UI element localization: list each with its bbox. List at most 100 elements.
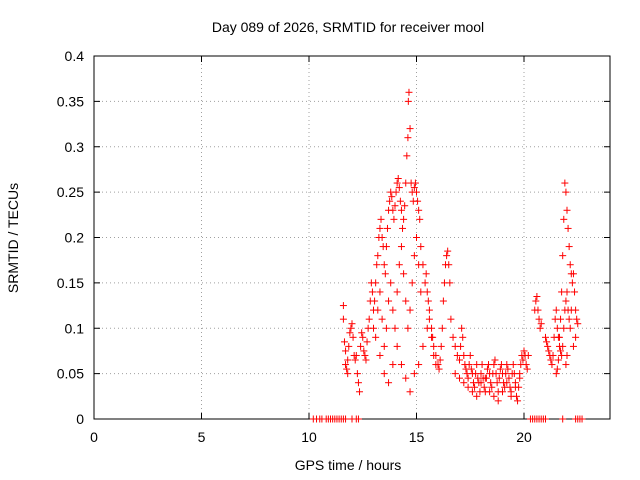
data-point — [505, 374, 513, 382]
data-point — [543, 338, 551, 346]
data-point — [349, 333, 357, 341]
data-point — [348, 320, 356, 328]
data-point — [490, 392, 498, 400]
y-tick-label: 0.25 — [57, 184, 84, 200]
data-point — [464, 383, 472, 391]
data-point — [466, 351, 474, 359]
data-point — [438, 324, 446, 332]
data-point — [487, 379, 495, 387]
data-point — [388, 193, 396, 201]
data-point — [362, 356, 370, 364]
data-point — [459, 333, 467, 341]
data-point — [572, 306, 580, 314]
data-point — [380, 342, 388, 350]
axis-ticks: 0 5 10 15 20 0 0.05 0.1 0.15 0.2 0.25 0.3 0.35 0.4 — [57, 48, 610, 445]
data-point — [565, 315, 573, 323]
data-point — [342, 347, 350, 355]
data-point — [486, 388, 494, 396]
data-point — [495, 374, 503, 382]
data-point — [561, 179, 569, 187]
data-point — [562, 297, 570, 305]
data-point — [449, 333, 457, 341]
data-point — [404, 324, 412, 332]
data-point — [422, 270, 430, 278]
data-point — [563, 206, 571, 214]
data-point — [471, 383, 479, 391]
data-point — [494, 397, 502, 405]
data-point — [391, 202, 399, 210]
data-point — [374, 252, 382, 260]
data-point — [519, 356, 527, 364]
data-point — [425, 315, 433, 323]
data-point — [560, 215, 568, 223]
data-point — [483, 365, 491, 373]
data-point — [425, 306, 433, 314]
data-point — [415, 361, 423, 369]
data-point — [421, 279, 429, 287]
data-point — [467, 365, 475, 373]
data-point — [413, 188, 420, 196]
data-point — [389, 361, 397, 369]
data-point — [360, 347, 368, 355]
data-point — [345, 342, 353, 350]
data-point — [507, 392, 515, 400]
data-point — [429, 333, 437, 341]
data-point — [374, 306, 382, 314]
data-point — [571, 288, 579, 296]
data-point — [389, 306, 397, 314]
data-point — [391, 324, 399, 332]
data-point — [552, 306, 560, 314]
data-point — [385, 297, 393, 305]
x-tick-label: 5 — [198, 429, 206, 445]
data-point — [491, 356, 499, 364]
data-point — [563, 351, 571, 359]
data-point — [557, 315, 565, 323]
y-tick-label: 0.15 — [57, 275, 84, 291]
data-point — [445, 261, 453, 269]
data-point — [532, 297, 540, 305]
data-point — [342, 415, 350, 423]
data-point — [460, 351, 468, 359]
x-tick-label: 10 — [301, 429, 317, 445]
data-point — [357, 342, 365, 350]
data-point — [468, 388, 476, 396]
data-point — [559, 415, 567, 423]
chart-title: Day 089 of 2026, SRMTID for receiver moo… — [212, 19, 484, 35]
data-point — [493, 379, 501, 387]
data-point — [406, 306, 414, 314]
data-point — [432, 351, 440, 359]
data-point — [401, 202, 409, 210]
data-point — [397, 206, 405, 214]
data-point — [404, 134, 412, 142]
data-point — [406, 125, 414, 133]
data-point — [373, 261, 381, 269]
data-point — [437, 342, 445, 350]
data-point — [410, 370, 418, 378]
data-point — [496, 365, 504, 373]
data-point — [503, 379, 511, 387]
data-point — [347, 324, 355, 332]
data-point — [522, 361, 530, 369]
data-point — [397, 361, 405, 369]
data-point — [572, 333, 580, 341]
data-point — [363, 338, 371, 346]
data-point — [404, 97, 412, 105]
data-point — [390, 215, 398, 223]
x-tick-label: 0 — [90, 429, 98, 445]
data-point — [378, 234, 386, 241]
data-point — [569, 342, 577, 350]
data-point — [383, 224, 391, 232]
data-point — [548, 361, 556, 369]
data-point — [396, 197, 404, 205]
data-point — [353, 370, 361, 378]
data-point — [544, 342, 552, 350]
data-point — [436, 356, 444, 364]
data-point — [549, 351, 557, 359]
data-point — [567, 270, 575, 278]
data-point — [488, 383, 496, 391]
data-point — [342, 361, 350, 369]
data-point — [434, 361, 442, 369]
data-point — [354, 415, 362, 423]
data-point — [547, 356, 555, 364]
data-point — [340, 338, 348, 346]
